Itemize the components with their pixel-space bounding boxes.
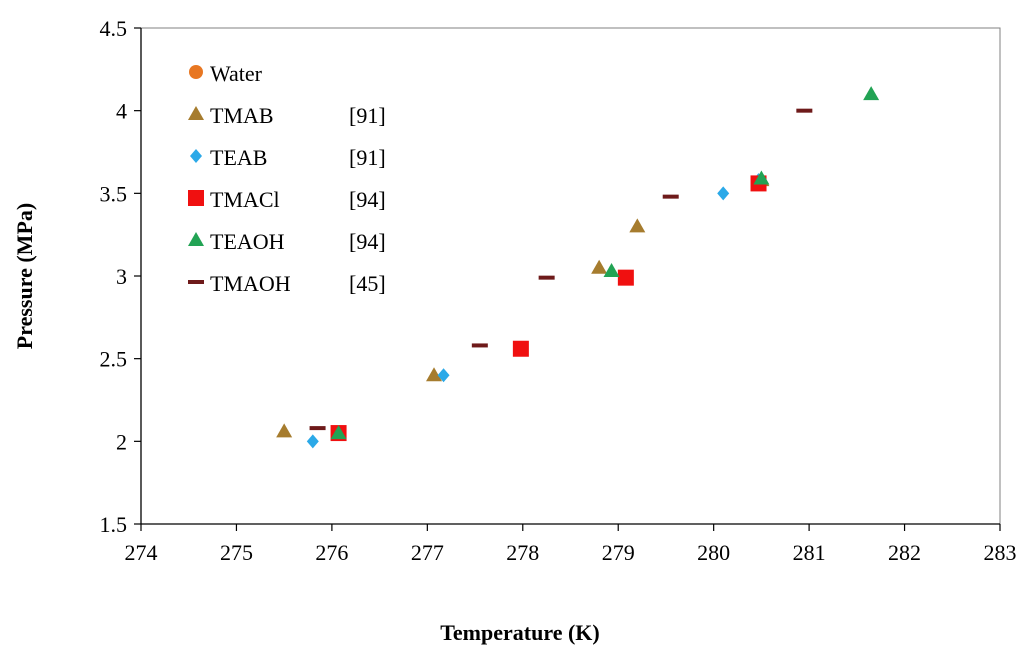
data-point-tmaoh	[796, 108, 813, 113]
x-tick-label: 278	[506, 540, 539, 565]
x-tick-label: 281	[793, 540, 826, 565]
legend-marker	[188, 190, 204, 206]
legend-entry-tmaoh: TMAOH [45]	[188, 271, 386, 296]
legend-reference: [45]	[349, 271, 386, 296]
x-tick-label: 276	[315, 540, 348, 565]
data-point-teaoh	[330, 425, 347, 440]
legend-marker	[190, 149, 202, 163]
x-tick-label: 280	[697, 540, 730, 565]
series-tmaoh	[309, 108, 813, 431]
series-teab	[306, 173, 765, 449]
axes	[134, 27, 1001, 531]
legend-entry-tmab: TMAB [91]	[188, 103, 386, 128]
y-tick-label: 4	[116, 99, 127, 124]
x-tick-label: 275	[220, 540, 253, 565]
legend-marker	[188, 280, 204, 284]
legend-label: TEAB	[210, 145, 267, 170]
data-point-tmaoh	[471, 343, 488, 348]
data-point-tmacl	[512, 340, 529, 357]
legend-label: TEAOH	[210, 229, 285, 254]
data-point-tmab	[276, 423, 293, 438]
legend-entry-tmacl: TMACl [94]	[188, 187, 386, 212]
legend-reference: [94]	[349, 229, 386, 254]
legend-entry-teaoh: TEAOH [94]	[188, 229, 386, 254]
legend-label: TMACl	[210, 187, 280, 212]
data-point-tmaoh	[662, 194, 679, 199]
data-point-teab	[306, 434, 319, 449]
tick-labels: 274 275 276 277 278 279 280 281 282 283 1.5 2 2.5 3 3.…	[100, 16, 1017, 565]
x-tick-label: 274	[125, 540, 158, 565]
data-point-teab	[717, 186, 730, 201]
data-point-teab	[437, 368, 450, 383]
data-markers	[276, 86, 880, 449]
data-point-tmaoh	[309, 426, 326, 431]
x-tick-label: 282	[888, 540, 921, 565]
data-point-teaoh	[863, 86, 880, 101]
y-tick-label: 2.5	[100, 347, 128, 372]
legend-label: Water	[210, 61, 263, 86]
data-point-tmab	[591, 259, 608, 274]
legend-entry-water: Water	[189, 61, 263, 86]
data-point-tmab	[426, 367, 443, 382]
x-tick-label: 279	[602, 540, 635, 565]
x-axis-title: Temperature (K)	[440, 620, 599, 645]
data-point-tmab	[629, 218, 646, 233]
legend-reference: [91]	[349, 145, 386, 170]
legend-entry-teab: TEAB [91]	[190, 145, 386, 170]
legend-reference: [94]	[349, 187, 386, 212]
legend-label: TMAOH	[210, 271, 291, 296]
x-tick-label: 283	[984, 540, 1017, 565]
y-tick-label: 4.5	[100, 16, 128, 41]
data-point-teaoh	[753, 170, 770, 185]
x-tick-label: 277	[411, 540, 444, 565]
legend-marker	[189, 65, 203, 79]
y-tick-label: 3	[116, 264, 127, 289]
y-axis-title: Pressure (MPa)	[12, 203, 37, 349]
series-teaoh	[330, 86, 880, 440]
y-tick-label: 3.5	[100, 181, 128, 206]
data-point-tmaoh	[538, 275, 555, 280]
series-tmacl	[330, 175, 767, 442]
y-tick-label: 1.5	[100, 512, 128, 537]
data-point-tmacl	[617, 269, 634, 286]
legend-reference: [91]	[349, 103, 386, 128]
legend-label: TMAB	[210, 103, 274, 128]
data-point-teaoh	[603, 263, 620, 278]
legend-marker	[188, 106, 204, 120]
y-tick-label: 2	[116, 429, 127, 454]
legend-marker	[188, 232, 204, 246]
